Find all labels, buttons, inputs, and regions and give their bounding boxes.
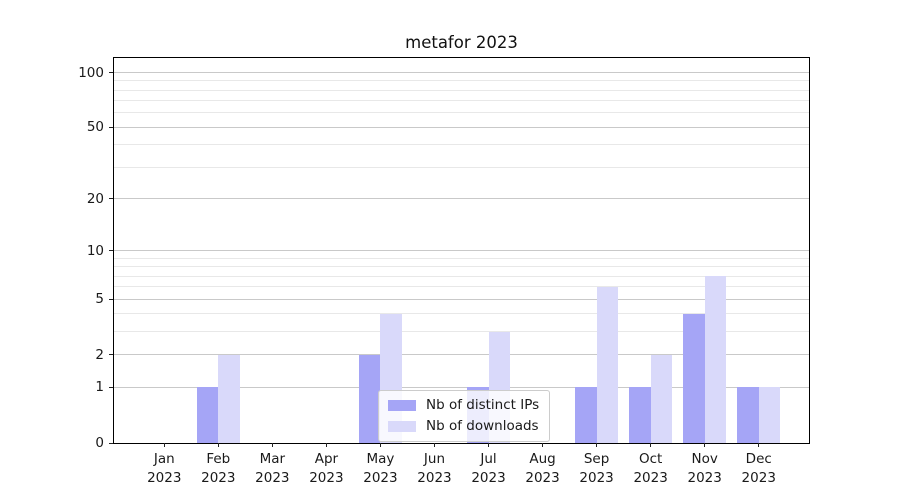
- bar: [358, 354, 381, 443]
- y-gridline-minor: [114, 286, 809, 288]
- legend-entry: Nb of distinct IPs: [388, 397, 539, 414]
- y-tick-label: 100: [78, 64, 104, 81]
- x-tick-mark: [271, 443, 273, 447]
- y-gridline-minor: [114, 166, 809, 168]
- bar: [683, 313, 705, 443]
- y-gridline-minor: [114, 331, 809, 333]
- bar: [596, 286, 619, 443]
- x-tick-mark: [596, 443, 598, 447]
- y-gridline-major: [114, 72, 809, 73]
- legend-swatch: [388, 400, 416, 411]
- y-tick-mark: [109, 386, 113, 388]
- x-tick-label: May 2023: [363, 451, 398, 486]
- y-gridline-major: [114, 198, 809, 200]
- y-tick-mark: [109, 250, 113, 251]
- y-gridline-minor: [114, 257, 809, 259]
- grid-layer: [114, 58, 809, 443]
- x-tick-label: Jun 2023: [417, 451, 452, 486]
- legend: Nb of distinct IPs Nb of downloads: [378, 390, 551, 442]
- y-tick-mark: [109, 298, 113, 300]
- x-tick-mark: [163, 443, 165, 447]
- y-tick-label: 20: [86, 190, 104, 207]
- bar: [629, 387, 651, 443]
- x-tick-label: Dec 2023: [741, 451, 776, 486]
- y-gridline-minor: [114, 275, 809, 277]
- y-gridline-minor: [114, 89, 809, 91]
- y-gridline-minor: [114, 80, 809, 82]
- y-gridline-major: [114, 298, 809, 300]
- x-tick-label: Nov 2023: [687, 451, 722, 486]
- y-gridline-minor: [114, 266, 809, 268]
- x-tick-mark: [488, 443, 490, 447]
- x-tick-label: Oct 2023: [633, 451, 668, 486]
- y-tick-label: 10: [86, 242, 104, 259]
- y-gridline-major: [114, 354, 809, 356]
- y-tick-mark: [109, 354, 113, 356]
- x-tick-label: Jul 2023: [471, 451, 506, 486]
- chart-title: metafor 2023: [405, 33, 518, 52]
- x-tick-mark: [325, 443, 327, 447]
- y-gridline-minor: [114, 100, 809, 102]
- x-tick-mark: [704, 443, 706, 447]
- y-gridline-major: [114, 386, 809, 388]
- x-tick-label: Jan 2023: [147, 451, 182, 486]
- bar: [704, 276, 727, 443]
- x-tick-label: Mar 2023: [255, 451, 290, 486]
- x-tick-label: Feb 2023: [201, 451, 236, 486]
- y-tick-label: 5: [95, 291, 104, 308]
- x-tick-mark: [379, 443, 381, 447]
- bars-layer: [114, 58, 809, 443]
- y-gridline-minor: [114, 313, 809, 315]
- bar: [574, 387, 597, 443]
- bar: [218, 354, 240, 443]
- x-tick-label: Apr 2023: [309, 451, 344, 486]
- x-tick-mark: [433, 443, 435, 447]
- y-tick-label: 2: [95, 346, 104, 363]
- legend-label: Nb of downloads: [426, 418, 539, 434]
- x-tick-mark: [758, 443, 760, 447]
- legend-entry: Nb of downloads: [388, 418, 539, 435]
- legend-label: Nb of distinct IPs: [426, 397, 540, 413]
- y-gridline-minor: [114, 112, 809, 114]
- y-tick-label: 0: [95, 435, 104, 451]
- y-gridline-minor: [114, 144, 809, 146]
- plot-area: Nb of distinct IPs Nb of downloads: [113, 57, 810, 444]
- y-tick-label: 50: [86, 119, 104, 136]
- y-tick-mark: [109, 126, 113, 128]
- x-tick-mark: [217, 443, 219, 447]
- bar: [758, 387, 781, 443]
- bar: [196, 387, 219, 443]
- y-tick-label: 1: [95, 379, 104, 396]
- x-tick-label: Aug 2023: [525, 451, 560, 486]
- y-tick-mark: [109, 442, 113, 444]
- y-tick-mark: [109, 72, 113, 73]
- x-tick-mark: [650, 443, 652, 447]
- bar: [737, 387, 759, 443]
- legend-swatch: [388, 421, 416, 432]
- x-tick-mark: [542, 443, 544, 447]
- y-gridline-major: [114, 126, 809, 128]
- x-tick-label: Sep 2023: [579, 451, 614, 486]
- y-gridline-major: [114, 250, 809, 251]
- y-tick-mark: [109, 198, 113, 200]
- bar: [650, 354, 673, 443]
